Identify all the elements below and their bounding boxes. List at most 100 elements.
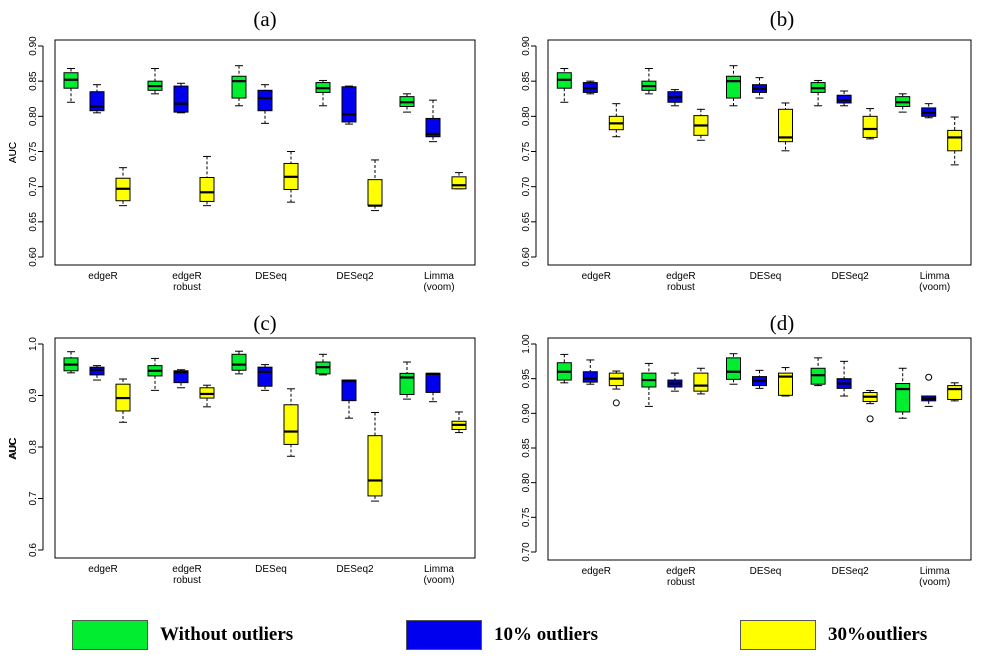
box-iqr (582, 371, 598, 383)
plot-frame (54, 337, 476, 559)
box-iqr (367, 435, 383, 497)
box-iqr (947, 385, 963, 400)
y-axis-label: AUC (8, 142, 19, 163)
legend-item-without-outliers: Without outliers (72, 620, 293, 650)
box-iqr (947, 129, 963, 152)
box-iqr (726, 75, 741, 99)
box-iqr (778, 108, 793, 143)
x-category-label: Limma (voom) (919, 566, 950, 588)
plot-frame (547, 39, 972, 266)
y-tick-label: 0.70 (521, 176, 532, 196)
y-tick-label: 0.7 (28, 491, 39, 505)
box-1-1 (667, 372, 683, 392)
chart-panel-b: (b) 0.60 0.65 0.70 0.75 0.80 0.85 0.90 AUC edgeR e… (8, 7, 972, 293)
y-tick-label: 0.60 (28, 247, 39, 267)
box-iqr (257, 89, 273, 112)
box-iqr (451, 176, 467, 190)
box-iqr (231, 353, 247, 371)
x-category-label: edgeR (88, 564, 117, 575)
box-iqr (895, 383, 911, 413)
box-3-0 (810, 79, 826, 107)
chart-panel-c: (c) 0.6 0.7 0.8 0.9 1.0 AUC edgeR edgeR robust DES… (8, 311, 476, 586)
plot-frame (54, 39, 476, 266)
box-3-0 (315, 79, 331, 107)
box-1-1 (173, 82, 189, 114)
x-category-label: DESeq (750, 566, 782, 577)
panel-title: (d) (770, 311, 795, 335)
box-3-2 (367, 411, 383, 502)
box-3-1 (836, 90, 852, 107)
box-1-1 (667, 89, 683, 107)
y-tick-label: 0.75 (521, 507, 532, 527)
x-category-label: DESeq2 (831, 566, 869, 577)
box-1-1 (173, 369, 189, 389)
outlier-point (925, 373, 933, 381)
chart-panel-d: (d) 0.70 0.75 0.80 0.85 0.90 0.95 1.00 AUC edgeR e… (8, 311, 972, 588)
box-1-2 (693, 367, 709, 395)
box-iqr (726, 357, 741, 380)
x-category-label: edgeR (88, 271, 117, 282)
box-iqr (862, 115, 878, 138)
y-tick-label: 0.70 (28, 176, 39, 196)
y-tick-label: 1.00 (521, 334, 532, 354)
x-category-label: DESeq2 (831, 271, 869, 282)
y-tick-label: 0.60 (521, 247, 532, 267)
y-tick-label: 0.9 (28, 388, 39, 402)
x-category-label: edgeR robust (172, 564, 201, 586)
box-0-2 (608, 370, 624, 390)
y-tick-label: 0.85 (521, 71, 532, 91)
box-4-0 (895, 93, 911, 113)
panel-title: (c) (253, 311, 276, 335)
y-tick-label: 0.85 (521, 438, 532, 458)
x-category-label: DESeq2 (336, 271, 374, 282)
box-3-2 (367, 159, 383, 212)
box-2-0 (726, 353, 741, 385)
y-tick-label: 0.8 (28, 440, 39, 454)
box-0-2 (608, 103, 624, 138)
box-0-1 (89, 84, 105, 114)
box-1-0 (641, 68, 657, 95)
plot-frame (547, 337, 972, 561)
box-iqr (199, 177, 215, 202)
box-2-1 (257, 84, 273, 124)
box-0-2 (115, 167, 131, 207)
box-iqr (399, 372, 415, 395)
box-iqr (425, 117, 441, 138)
panel-title: (a) (253, 7, 276, 31)
boxplot-figure: (a) 0.60 0.65 0.70 0.75 0.80 0.85 0.90 AUC edgeR e… (8, 7, 972, 588)
box-1-0 (147, 68, 163, 95)
box-1-2 (199, 384, 215, 408)
box-2-1 (752, 77, 767, 99)
legend-label: 30%outliers (828, 624, 928, 645)
box-3-1 (341, 379, 357, 419)
box-iqr (367, 179, 383, 207)
y-tick-label: 0.80 (521, 472, 532, 492)
y-axis-label: AUC (8, 142, 19, 163)
legend-item-30-outliers: 30%outliers (740, 620, 927, 650)
y-tick-label: 0.65 (28, 212, 39, 232)
box-3-0 (315, 353, 331, 376)
box-2-0 (231, 350, 247, 375)
y-tick-label: 0.70 (521, 542, 532, 562)
box-iqr (89, 366, 105, 376)
box-iqr (693, 372, 709, 392)
y-tick-label: 0.90 (521, 403, 532, 423)
legend-label: 10% outliers (494, 624, 598, 645)
panel-title: (b) (770, 7, 795, 31)
y-tick-label: 0.80 (521, 106, 532, 126)
x-category-label: edgeR robust (666, 566, 695, 588)
box-iqr (425, 372, 441, 393)
legend-label: Without outliers (160, 624, 294, 645)
y-tick-label: 0.90 (521, 36, 532, 56)
legend-item-10-outliers: 10% outliers (406, 620, 598, 650)
box-2-2 (283, 388, 299, 457)
box-2-0 (231, 65, 247, 107)
x-category-label: Limma (voom) (423, 564, 454, 586)
box-iqr (173, 85, 189, 113)
y-tick-label: 0.75 (521, 141, 532, 161)
box-4-1 (425, 372, 441, 403)
chart-panel-a: (a) 0.60 0.65 0.70 0.75 0.80 0.85 0.90 AUC edgeR e… (8, 7, 476, 293)
box-2-1 (257, 364, 273, 391)
y-tick-label: 0.85 (28, 71, 39, 91)
box-4-0 (399, 93, 415, 113)
